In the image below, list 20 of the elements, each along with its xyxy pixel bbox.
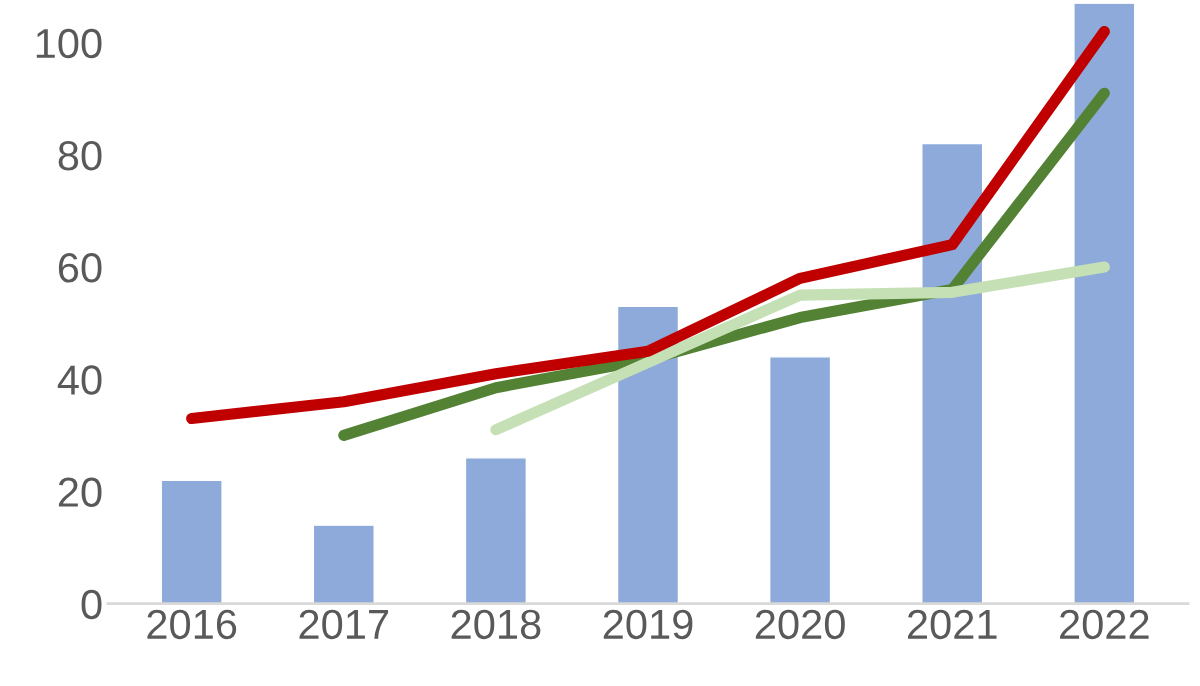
bar <box>616 305 680 604</box>
y-tick-label: 60 <box>58 253 102 283</box>
x-tick-label: 2017 <box>299 609 389 640</box>
bar <box>160 479 223 604</box>
x-tick-label: 2016 <box>147 609 237 640</box>
bar <box>768 356 832 604</box>
y-tick-label: 80 <box>58 140 102 171</box>
bar <box>312 524 375 604</box>
bar <box>1073 3 1136 604</box>
x-tick-label: 2020 <box>755 609 845 640</box>
x-tick-label: 2018 <box>451 609 541 640</box>
y-tick-label: 0 <box>81 589 102 620</box>
x-tick-label: 2019 <box>603 609 693 640</box>
bar <box>921 142 984 604</box>
y-tick-label: 20 <box>58 477 102 507</box>
x-tick-label: 2022 <box>1060 609 1149 640</box>
x-tick-label: 2021 <box>907 609 997 640</box>
y-tick-label: 100 <box>36 28 102 59</box>
y-tick-label: 40 <box>57 365 102 395</box>
bar <box>464 457 528 604</box>
